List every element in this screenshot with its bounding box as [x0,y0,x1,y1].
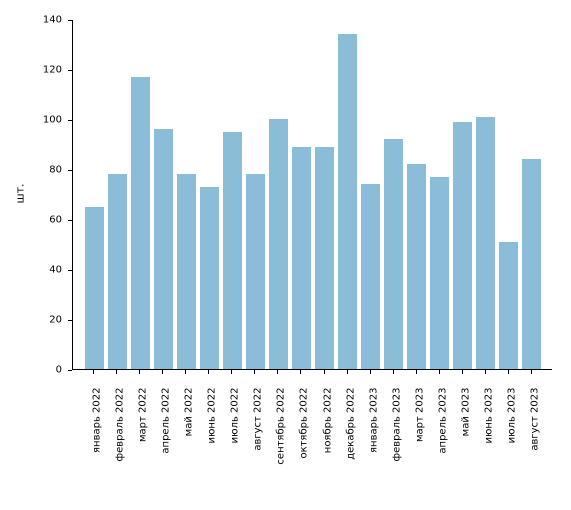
ytick-label: 100 [0,115,62,126]
bar [476,117,495,370]
bar [177,174,196,369]
xtick-mark [93,370,94,374]
bar [246,174,265,369]
xtick-mark [347,370,348,374]
bar [499,242,518,370]
y-axis-label: шт. [13,184,26,204]
xtick-mark [370,370,371,374]
xtick-label: май 2023 [460,384,471,508]
bar [384,139,403,369]
ytick-mark [68,220,72,221]
bar [85,207,104,370]
xtick-label: январь 2023 [368,384,379,508]
xtick-label: март 2023 [414,384,425,508]
xtick-mark [162,370,163,374]
xtick-mark [231,370,232,374]
xtick-label: апрель 2022 [161,384,172,508]
xtick-mark [485,370,486,374]
xtick-mark [416,370,417,374]
bar [223,132,242,370]
bar [269,119,288,369]
xtick-mark [393,370,394,374]
ytick-label: 140 [0,15,62,26]
xtick-label: октябрь 2022 [299,384,310,508]
xtick-mark [439,370,440,374]
xtick-mark [185,370,186,374]
xtick-label: май 2022 [184,384,195,508]
bar [200,187,219,370]
xtick-label: декабрь 2022 [345,384,356,508]
bar [407,164,426,369]
bar [292,147,311,370]
xtick-mark [208,370,209,374]
bar [453,122,472,370]
xtick-mark [462,370,463,374]
ytick-mark [68,320,72,321]
bar [315,147,334,370]
bar [430,177,449,370]
xtick-mark [116,370,117,374]
xtick-label: февраль 2023 [391,384,402,508]
xtick-mark [254,370,255,374]
xtick-label: август 2023 [529,384,540,508]
xtick-label: июль 2022 [230,384,241,508]
bar [108,174,127,369]
xtick-mark [531,370,532,374]
ytick-label: 20 [0,315,62,326]
xtick-mark [324,370,325,374]
bar [361,184,380,369]
ytick-label: 80 [0,165,62,176]
xtick-label: июнь 2022 [207,384,218,508]
xtick-label: апрель 2023 [437,384,448,508]
xtick-mark [508,370,509,374]
ytick-label: 40 [0,265,62,276]
xtick-mark [277,370,278,374]
xtick-label: январь 2022 [92,384,103,508]
xtick-label: сентябрь 2022 [276,384,287,508]
ytick-mark [68,170,72,171]
xtick-mark [139,370,140,374]
ytick-label: 120 [0,65,62,76]
ytick-mark [68,270,72,271]
bar [338,34,357,369]
xtick-label: ноябрь 2022 [322,384,333,508]
ytick-mark [68,120,72,121]
xtick-label: июнь 2023 [483,384,494,508]
xtick-label: август 2022 [253,384,264,508]
bar [131,77,150,370]
ytick-mark [68,20,72,21]
bar [522,159,541,369]
xtick-mark [300,370,301,374]
xtick-label: июль 2023 [506,384,517,508]
plot-area [72,20,552,370]
ytick-label: 0 [0,365,62,376]
ytick-label: 60 [0,215,62,226]
ytick-mark [68,370,72,371]
xtick-label: февраль 2022 [115,384,126,508]
ytick-mark [68,70,72,71]
xtick-label: март 2022 [138,384,149,508]
chart-figure: шт. 0 20 40 60 80 100 120 140 январь 2022 февраль… [0,0,571,510]
bar [154,129,173,369]
